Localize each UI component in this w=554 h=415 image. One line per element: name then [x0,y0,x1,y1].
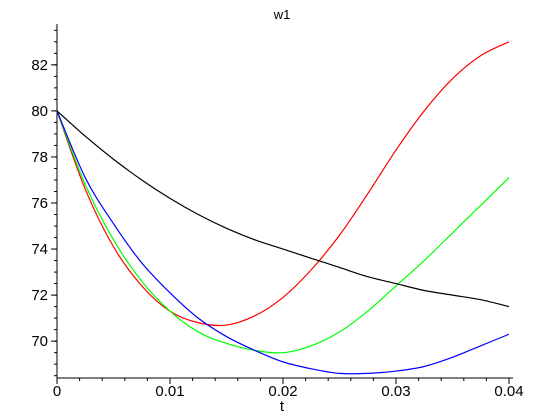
x-tick-label: 0 [53,383,61,400]
y-tick-label: 72 [31,287,48,304]
y-tick-label: 80 [31,103,48,120]
y-tick-label: 74 [31,241,48,258]
y-tick-label: 82 [31,57,48,74]
x-tick-label: 0.01 [155,383,184,400]
series-line-1 [56,41,510,327]
y-tick-label: 70 [31,333,48,350]
series-line-4 [56,110,510,308]
chart-title: w1 [273,7,291,22]
series-line-3 [56,110,510,375]
series-layer [56,41,510,375]
x-tick-label: 0.04 [494,383,523,400]
y-tick-label: 76 [31,195,48,212]
x-tick-label: 0.03 [381,383,410,400]
x-axis-label: t [280,398,285,415]
series-line-2 [56,110,510,354]
axes: 0 0.01 0.02 0.03 0.04 70 72 74 76 78 80 82 [31,24,524,400]
y-tick-label: 78 [31,149,48,166]
x-tick-label: 0.02 [268,383,297,400]
